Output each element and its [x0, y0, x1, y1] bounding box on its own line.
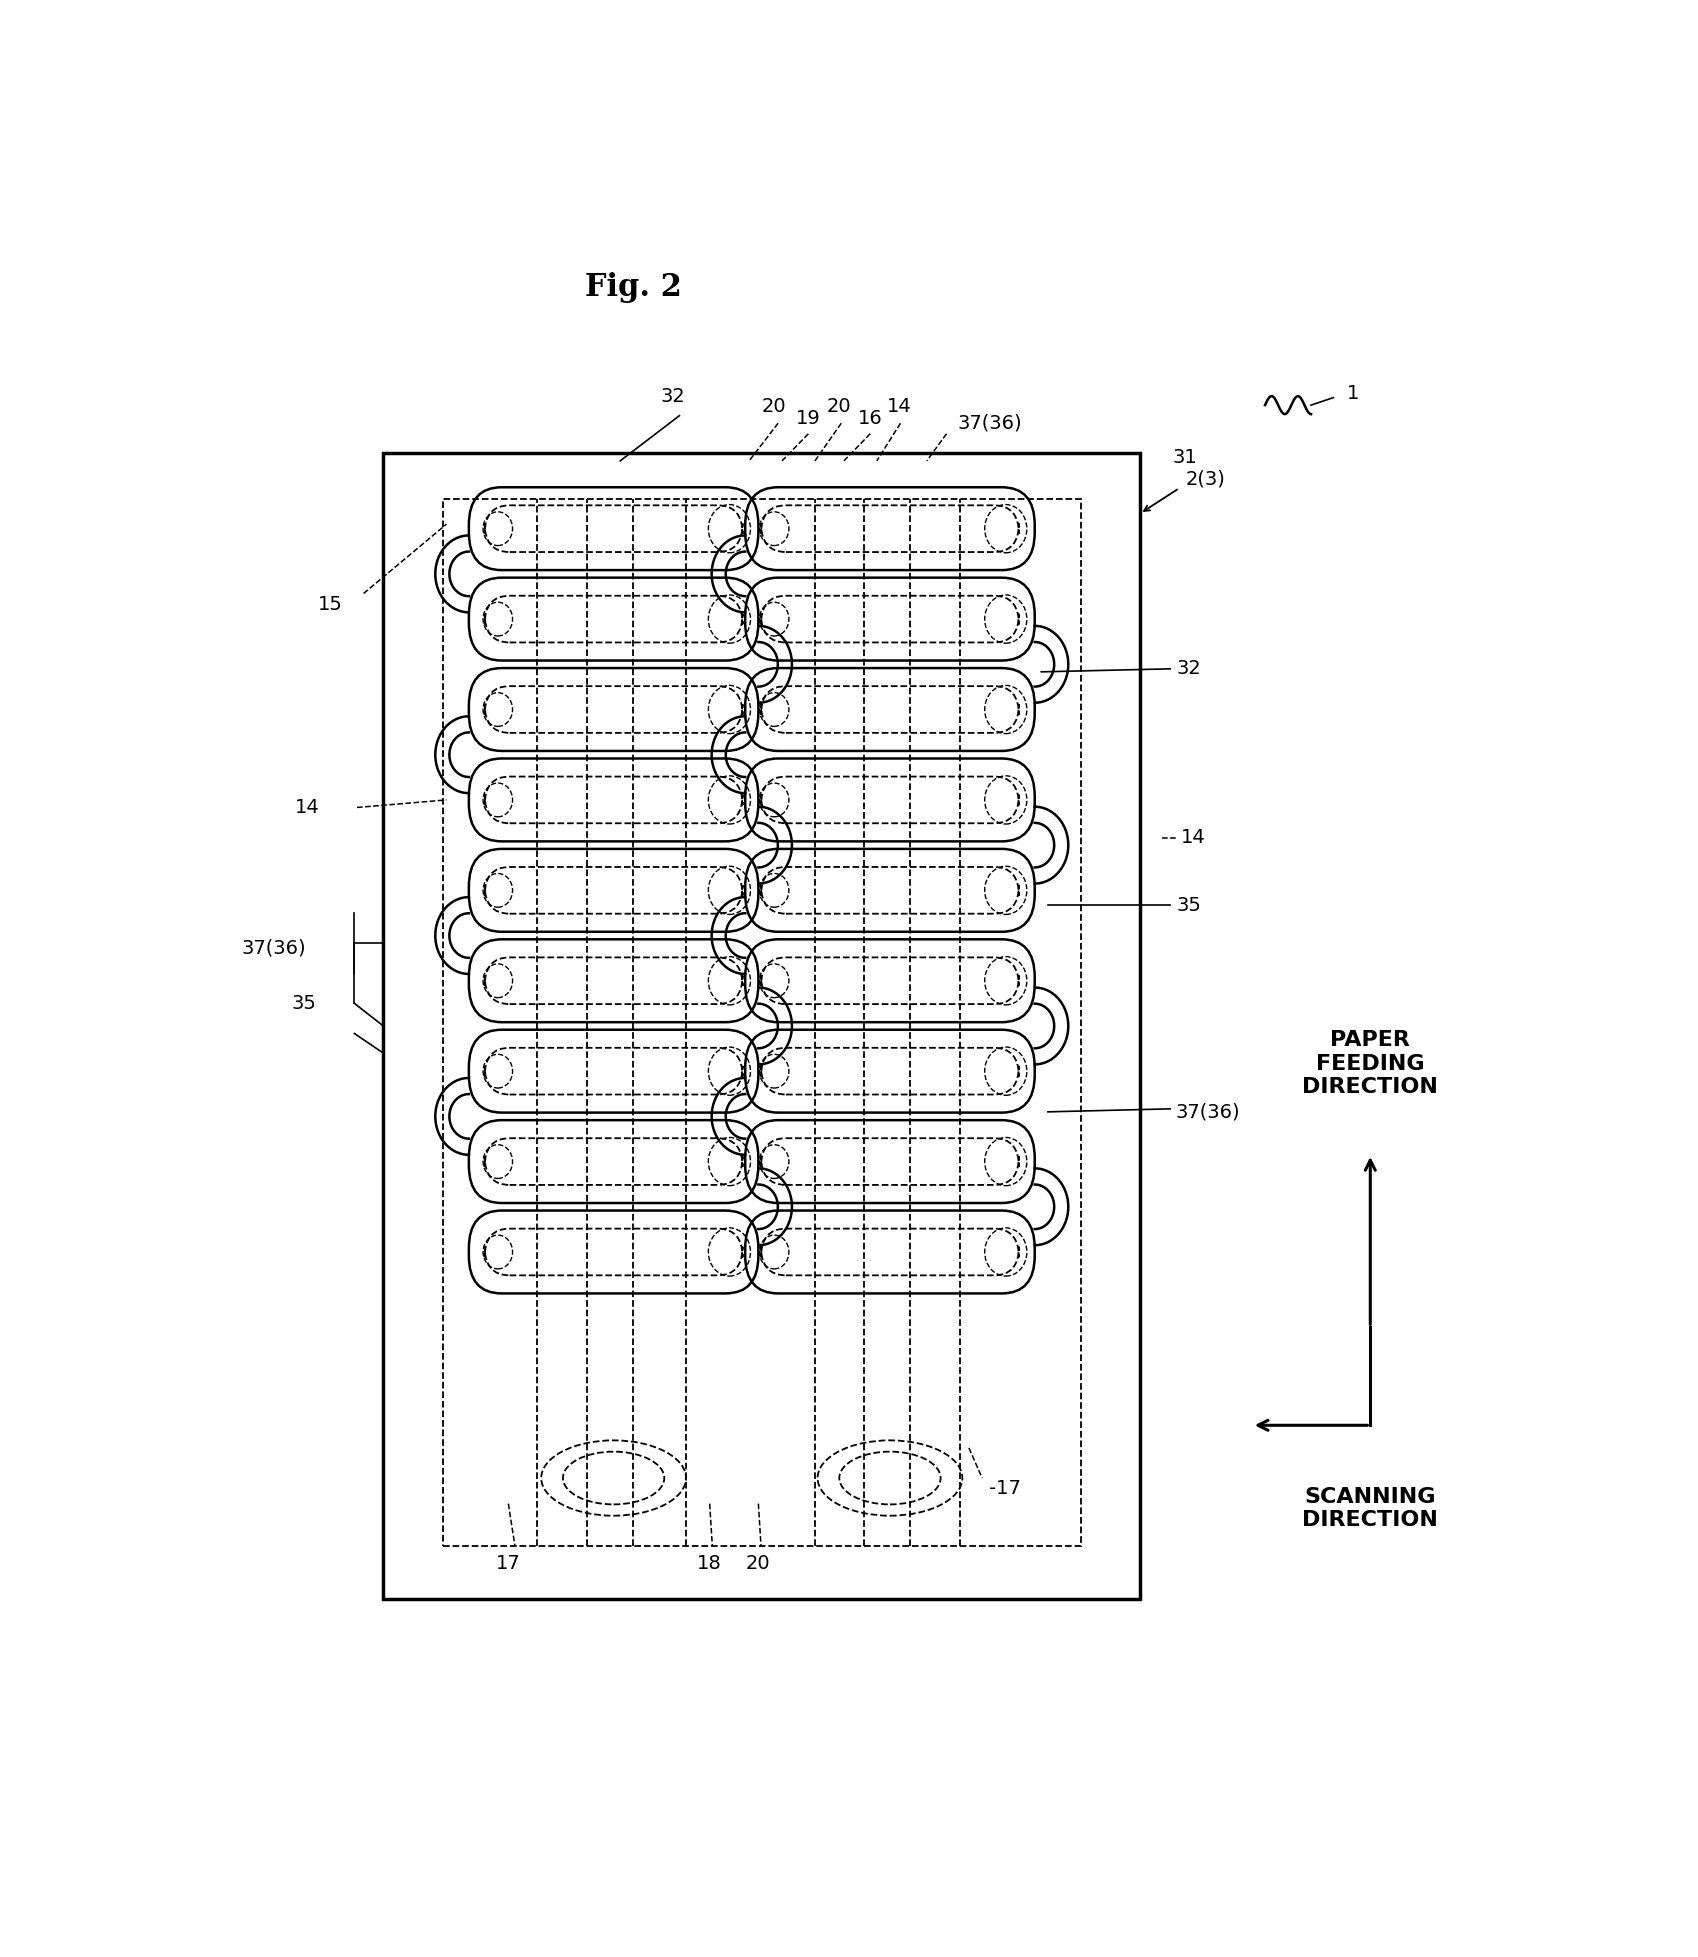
Text: 14: 14 — [1180, 828, 1206, 847]
Text: 14: 14 — [295, 798, 319, 816]
Text: 15: 15 — [318, 595, 343, 614]
Text: 20: 20 — [762, 397, 786, 417]
Text: 35: 35 — [1177, 896, 1202, 916]
Text: PAPER
FEEDING
DIRECTION: PAPER FEEDING DIRECTION — [1302, 1031, 1438, 1096]
Text: Fig. 2: Fig. 2 — [584, 272, 683, 303]
Bar — [384, 454, 1139, 1599]
Text: 1: 1 — [1347, 384, 1358, 403]
Text: 18: 18 — [698, 1554, 722, 1573]
Text: 37(36): 37(36) — [241, 937, 306, 957]
Text: 35: 35 — [292, 994, 318, 1014]
Text: 31: 31 — [1173, 448, 1197, 468]
Text: 19: 19 — [796, 409, 820, 429]
Bar — [443, 499, 1080, 1546]
Text: 20: 20 — [745, 1554, 771, 1573]
Text: 32: 32 — [661, 387, 686, 405]
Text: -17: -17 — [988, 1479, 1020, 1497]
Text: 37(36): 37(36) — [958, 413, 1022, 432]
Text: 17: 17 — [496, 1554, 521, 1573]
Text: SCANNING
DIRECTION: SCANNING DIRECTION — [1302, 1487, 1438, 1530]
Text: 2(3): 2(3) — [1185, 470, 1226, 489]
Text: 14: 14 — [886, 397, 912, 417]
Text: 20: 20 — [827, 397, 851, 417]
Text: 16: 16 — [857, 409, 883, 429]
Text: 32: 32 — [1177, 660, 1202, 679]
Text: 37(36): 37(36) — [1175, 1102, 1240, 1121]
